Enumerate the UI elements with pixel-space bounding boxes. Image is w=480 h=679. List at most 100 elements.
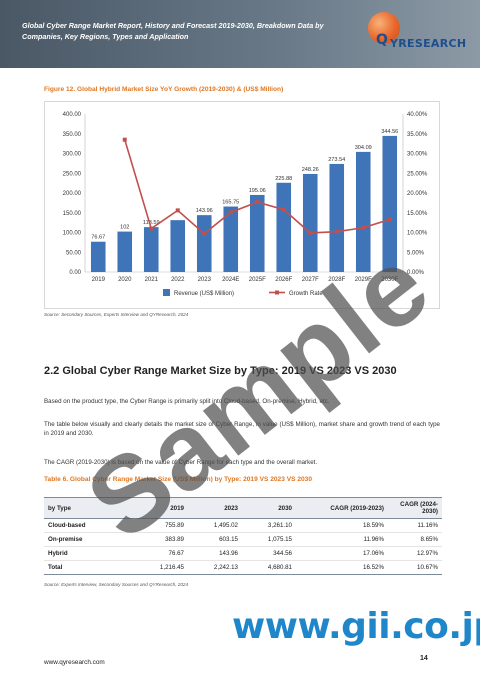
legend-label-growth: Growth Rate	[289, 291, 323, 297]
y-tick-label-left: 100.00	[63, 231, 82, 237]
x-tick-label: 2029F	[355, 277, 372, 283]
table-cell: On-premise	[44, 532, 140, 547]
table-total-row: Total 1,216.45 2,242.13 4,680.81 16.52% …	[44, 560, 442, 575]
table-row: Cloud-based 755.89 1,495.02 3,261.10 18.…	[44, 518, 442, 533]
bar	[90, 241, 106, 272]
section-heading: 2.2 Global Cyber Range Market Size by Ty…	[44, 365, 397, 377]
table-cell: 11.16%	[388, 518, 442, 533]
bar-data-label: 344.56	[381, 129, 398, 135]
bar	[276, 182, 292, 272]
x-tick-label: 2028F	[328, 277, 345, 283]
bar	[223, 206, 239, 272]
growth-point	[334, 229, 339, 234]
y-tick-label-left: 250.00	[63, 171, 82, 177]
x-tick-label: 2026F	[275, 277, 292, 283]
growth-point	[255, 200, 260, 205]
page-number: 14	[420, 655, 428, 662]
bar	[170, 220, 186, 272]
bar	[117, 231, 133, 272]
table-cell: 603.15	[188, 532, 242, 547]
table-source: Source: Experts Interview, Secondary Sou…	[44, 582, 189, 587]
table-cell: 4,680.81	[242, 560, 296, 575]
growth-point	[308, 230, 313, 235]
table-row: On-premise 383.89 603.15 1,075.15 11.96%…	[44, 532, 442, 547]
report-title: Global Cyber Range Market Report, Histor…	[22, 21, 324, 41]
growth-point	[175, 208, 180, 213]
bar	[355, 151, 371, 272]
table-cell: 76.67	[140, 546, 188, 561]
table-cell: 755.89	[140, 518, 188, 533]
footer-url: www.qyresearch.com	[44, 659, 105, 666]
table-row: Hybrid 76.67 143.96 344.56 17.06% 12.97%	[44, 546, 442, 561]
y-tick-label-left: 0.00	[69, 270, 81, 276]
table-cell: 8.65%	[388, 532, 442, 547]
table-cell: 2,242.13	[188, 560, 242, 575]
x-tick-label: 2020	[118, 277, 132, 283]
x-tick-label: 2025F	[249, 277, 266, 283]
x-tick-label: 2021	[145, 277, 159, 283]
chart-frame: 0.00 50.00 100.00 150.00 200.00 250.00 300.00 3…	[44, 101, 440, 309]
col-header: 2030	[242, 497, 296, 519]
y-tick-label-left: 350.00	[63, 132, 82, 138]
globe-icon	[368, 12, 400, 44]
table-cell: 18.59%	[296, 518, 388, 533]
table-cell: 344.56	[242, 546, 296, 561]
bar	[382, 135, 398, 272]
y-tick-label-left: 50.00	[66, 250, 82, 256]
table-cell: 12.97%	[388, 546, 442, 561]
y-tick-label-right: 15.00%	[407, 211, 428, 217]
growth-point	[387, 217, 392, 222]
bar-data-label: 248.26	[302, 167, 319, 173]
logo-q: Q	[376, 32, 388, 48]
table-cell: 11.96%	[296, 532, 388, 547]
y-tick-label-right: 0.00%	[407, 270, 425, 276]
col-header: CAGR (2024-2030)	[388, 497, 442, 519]
table-cell: 3,261.10	[242, 518, 296, 533]
bar-data-label: 165.75	[222, 200, 239, 206]
y-tick-label-right: 5.00%	[407, 250, 425, 256]
table-cell: 383.89	[140, 532, 188, 547]
col-header: 2023	[188, 497, 242, 519]
y-tick-label-right: 25.00%	[407, 171, 428, 177]
x-tick-label: 2027F	[302, 277, 319, 283]
figure-source: Source: Secondary Sources, Experts Inter…	[44, 312, 189, 317]
paragraph-3: The CAGR (2019-2030) is based on the val…	[44, 459, 318, 466]
bar	[249, 194, 265, 272]
x-tick-label: 2024E	[222, 277, 239, 283]
x-tick-label: 2023	[198, 277, 212, 283]
y-tick-label-left: 200.00	[63, 191, 82, 197]
y-tick-label-right: 10.00%	[407, 231, 428, 237]
table-cell: 1,216.45	[140, 560, 188, 575]
report-header: Global Cyber Range Market Report, Histor…	[0, 0, 480, 68]
paragraph-1: Based on the product type, the Cyber Ran…	[44, 398, 330, 405]
table-cell: Total	[44, 560, 140, 575]
y-tick-label-right: 35.00%	[407, 132, 428, 138]
table-cell: 17.06%	[296, 546, 388, 561]
growth-point	[281, 207, 286, 212]
y-tick-label-left: 400.00	[63, 112, 82, 118]
legend-label-revenue: Revenue (US$ Million)	[174, 291, 234, 297]
bar-data-label: 273.54	[328, 157, 345, 163]
legend-marker-growth	[275, 290, 279, 295]
table-cell: 1,495.02	[188, 518, 242, 533]
y-tick-label-left: 150.00	[63, 211, 82, 217]
figure-title: Figure 12. Global Hybrid Market Size YoY…	[44, 86, 284, 93]
bar-data-label: 76.67	[91, 235, 105, 241]
gii-watermark: www.gii.co.jp	[232, 606, 480, 647]
table-title: Table 6. Global Cyber Range Market Size …	[44, 476, 312, 483]
table-cell: 16.52%	[296, 560, 388, 575]
growth-point	[361, 225, 366, 230]
bar-data-label: 102	[120, 225, 129, 231]
logo-text: YRESEARCH	[390, 37, 467, 50]
table-cell: 143.96	[188, 546, 242, 561]
bar-data-label: 113.59	[143, 220, 160, 226]
col-header: 2019	[140, 497, 188, 519]
y-tick-label-right: 20.00%	[407, 191, 428, 197]
legend-swatch-revenue	[163, 289, 170, 296]
col-header: by Type	[44, 497, 140, 519]
paragraph-2: The table below visually and clearly det…	[44, 421, 440, 437]
table-cell: 1,075.15	[242, 532, 296, 547]
growth-point	[228, 210, 233, 215]
bar	[143, 227, 159, 272]
bar-data-label: 195.06	[249, 188, 266, 194]
